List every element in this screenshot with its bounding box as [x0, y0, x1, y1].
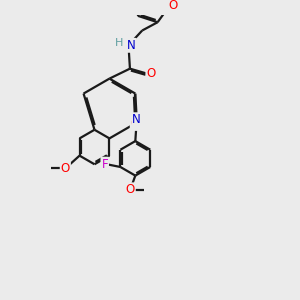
Text: F: F — [101, 158, 108, 171]
Text: H: H — [115, 38, 124, 48]
Text: N: N — [127, 39, 136, 52]
Text: O: O — [169, 0, 178, 12]
Text: O: O — [146, 67, 156, 80]
Text: O: O — [131, 117, 140, 130]
Text: O: O — [126, 183, 135, 196]
Text: N: N — [132, 113, 141, 126]
Text: O: O — [61, 162, 70, 175]
